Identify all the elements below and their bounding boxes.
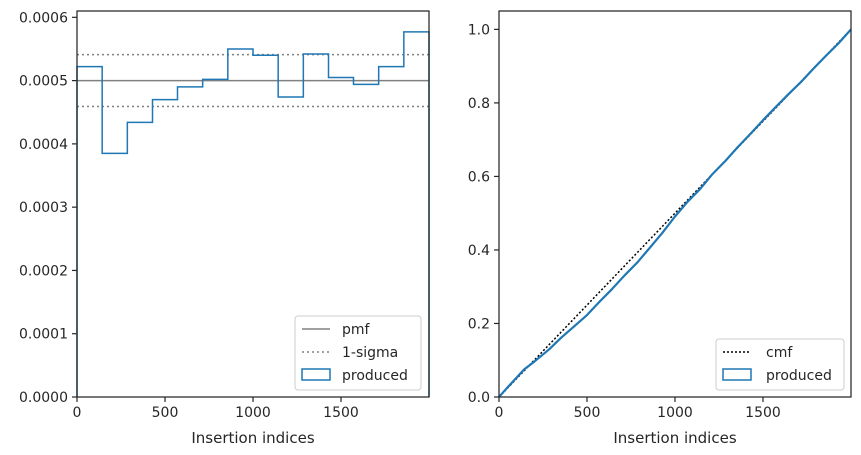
plot-frame	[76, 10, 430, 398]
legend-label-produced: produced	[766, 368, 832, 384]
x-tick-label: 500	[574, 405, 601, 421]
y-tick-label: 0.2	[468, 316, 490, 332]
axis-ticks: 0 500 1000 1500 0.0 0.2 0.4 0.6 0.8 1.0	[468, 22, 781, 421]
x-tick-label: 0	[495, 405, 504, 421]
legend-swatch-produced	[722, 368, 752, 381]
x-tick-label: 1500	[323, 405, 359, 421]
axis-ticks: 0 500 1000 1500 0.0000 0.0001 0.0002 0.0003 0.00…	[19, 10, 359, 421]
y-tick-label: 0.0006	[19, 10, 68, 26]
y-tick-label: 1.0	[468, 22, 490, 38]
y-tick-label: 0.6	[468, 169, 490, 185]
legend-label-cmf: cmf	[766, 345, 793, 361]
plot-lines	[498, 28, 852, 398]
legend-box	[294, 315, 422, 391]
y-tick-label: 0.0	[468, 390, 490, 406]
plot-lines	[76, 31, 430, 397]
y-tick-label: 0.0005	[19, 74, 68, 90]
y-tick-label: 0.0002	[19, 263, 68, 279]
y-tick-label: 0.4	[468, 243, 490, 259]
produced-histogram	[76, 31, 430, 397]
y-tick-label: 0.0001	[19, 327, 68, 343]
plot-area	[499, 11, 851, 397]
x-tick-label: 1000	[235, 405, 271, 421]
x-tick-label: 500	[152, 405, 179, 421]
y-tick-label: 0.0000	[19, 390, 68, 406]
x-tick-label: 1000	[657, 405, 693, 421]
x-axis-label: Insertion indices	[191, 429, 314, 447]
y-tick-label: 0.8	[468, 96, 490, 112]
plot-frame	[498, 10, 852, 398]
x-axis-label: Insertion indices	[613, 429, 736, 447]
y-tick-label: 0.0004	[19, 137, 68, 153]
x-tick-label: 1500	[745, 405, 781, 421]
produced-cumulative-line	[498, 28, 852, 398]
legend-label-sigma: 1-sigma	[342, 345, 398, 361]
legend-label-pmf: pmf	[342, 322, 371, 338]
y-tick-label: 0.0003	[19, 200, 68, 216]
cmf-panel: 0 500 1000 1500 0.0 0.2 0.4 0.6 0.8 1.0 cmf produ…	[468, 10, 852, 447]
pmf-histogram-panel: 0 500 1000 1500 0.0000 0.0001 0.0002 0.0003 0.00…	[19, 10, 430, 447]
legend: cmf produced	[715, 338, 845, 391]
x-tick-label: 0	[73, 405, 82, 421]
legend-label-produced: produced	[342, 368, 408, 384]
legend: pmf 1-sigma produced	[294, 315, 422, 391]
legend-swatch-produced	[301, 368, 331, 381]
